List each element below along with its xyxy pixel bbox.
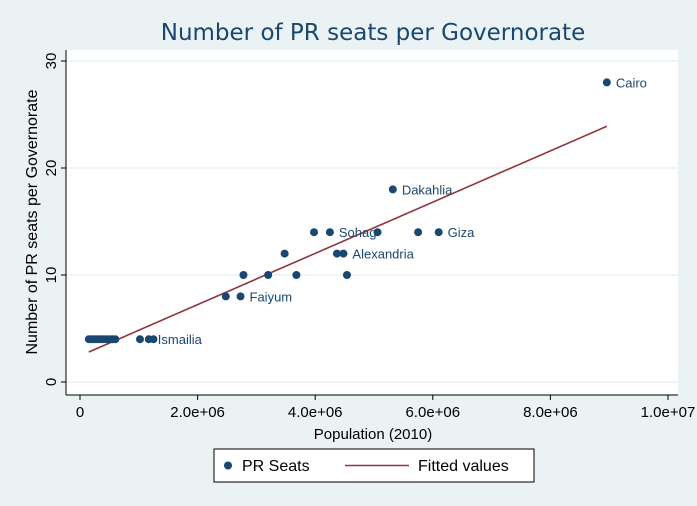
data-point-23 — [342, 271, 351, 279]
x-tick-label-0: 0 — [76, 404, 84, 421]
x-axis-label: Population (2010) — [314, 426, 432, 443]
data-point-25 — [388, 185, 397, 194]
data-point-15 — [239, 271, 248, 279]
point-label-cairo: Cairo — [616, 75, 647, 90]
y-axis-label: Number of PR seats per Governorate — [24, 89, 41, 354]
y-tick-label-1: 10 — [43, 267, 60, 284]
data-point-26 — [414, 228, 423, 237]
data-point-18 — [292, 271, 301, 279]
axes: 0 10 20 30 0 2.0e+06 4.0e+06 6.0e+06 8.0e+06 1.0e… — [43, 50, 695, 421]
y-tick-label-2: 20 — [43, 160, 60, 177]
data-point-14 — [236, 292, 245, 301]
data-point-21 — [332, 249, 341, 258]
data-point-28 — [602, 78, 611, 87]
legend-marker-pr-seats — [224, 461, 232, 470]
y-tick-label-3: 30 — [43, 53, 60, 70]
scatter-points-layer — [84, 78, 611, 344]
data-point-22 — [339, 249, 348, 258]
point-label-ismailia: Ismailia — [158, 332, 203, 347]
point-labels-layer: Ismailia Faiyum Sohag Alexandria Dakahlia Giz… — [158, 75, 647, 347]
plot-area — [66, 50, 678, 395]
data-point-27 — [434, 228, 443, 237]
x-tick-label-1: 2.0e+06 — [170, 404, 225, 421]
y-tick-label-0: 0 — [43, 378, 60, 386]
x-tick-label-2: 4.0e+06 — [288, 404, 343, 421]
data-point-13 — [221, 292, 230, 301]
data-point-12 — [149, 335, 158, 344]
point-label-faiyum: Faiyum — [250, 289, 293, 304]
legend-label-pr-seats: PR Seats — [242, 458, 310, 475]
data-point-20 — [325, 228, 334, 237]
legend-label-fitted-values: Fitted values — [418, 458, 509, 475]
grid-lines — [66, 60, 678, 383]
point-label-sohag: Sohag — [339, 225, 377, 240]
fit-line — [88, 125, 608, 353]
legend: PR Seats Fitted values — [213, 448, 535, 483]
data-point-10 — [135, 335, 144, 344]
data-point-24 — [373, 228, 382, 237]
x-tick-label-4: 8.0e+06 — [523, 404, 578, 421]
point-label-dakahlia: Dakahlia — [402, 182, 453, 197]
chart-title: Number of PR seats per Governorate — [161, 20, 585, 46]
x-tick-label-5: 1.0e+07 — [641, 404, 696, 421]
data-point-17 — [280, 249, 289, 258]
point-label-giza: Giza — [448, 225, 476, 240]
data-point-9 — [111, 335, 120, 344]
data-point-19 — [310, 228, 319, 237]
point-label-alexandria: Alexandria — [352, 247, 414, 262]
x-tick-label-3: 6.0e+06 — [405, 404, 460, 421]
fit-line-layer — [88, 125, 608, 353]
data-point-16 — [264, 271, 273, 279]
